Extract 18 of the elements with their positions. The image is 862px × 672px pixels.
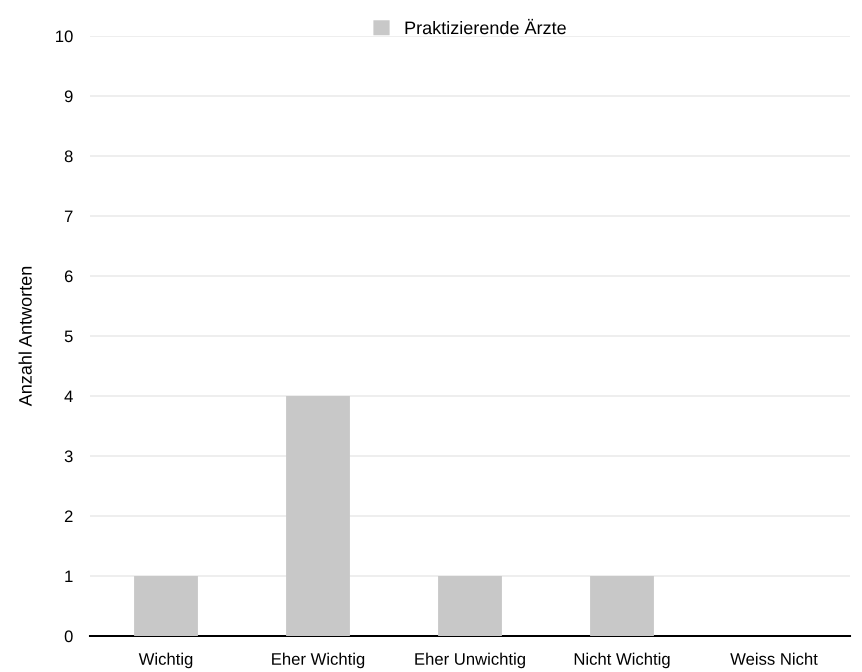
y-tick-label: 10 [56, 30, 73, 42]
y-tick-label: 5 [64, 330, 73, 342]
legend-label: Praktizierende Ärzte [406, 18, 566, 34]
y-tick-label: 7 [64, 210, 72, 222]
y-axis-title: Anzahl Antworten [18, 266, 32, 406]
x-tick-label: Nicht Wichtig [574, 652, 670, 668]
x-tick-label: Eher Unwichtig [415, 652, 525, 668]
x-tick-label: Eher Wichtig [272, 652, 364, 668]
x-tick-label: Wichtig [138, 652, 192, 668]
y-tick-label: 0 [64, 630, 73, 642]
y-tick-label: 9 [64, 90, 73, 102]
y-tick-label: 3 [64, 450, 73, 462]
y-tick-label: 2 [64, 510, 72, 522]
y-tick-label: 4 [64, 390, 73, 402]
y-tick-label: 1 [65, 570, 73, 582]
x-tick-label: Weiss Nicht [730, 652, 818, 665]
y-tick-label: 8 [64, 150, 73, 162]
y-tick-label: 6 [64, 270, 73, 282]
